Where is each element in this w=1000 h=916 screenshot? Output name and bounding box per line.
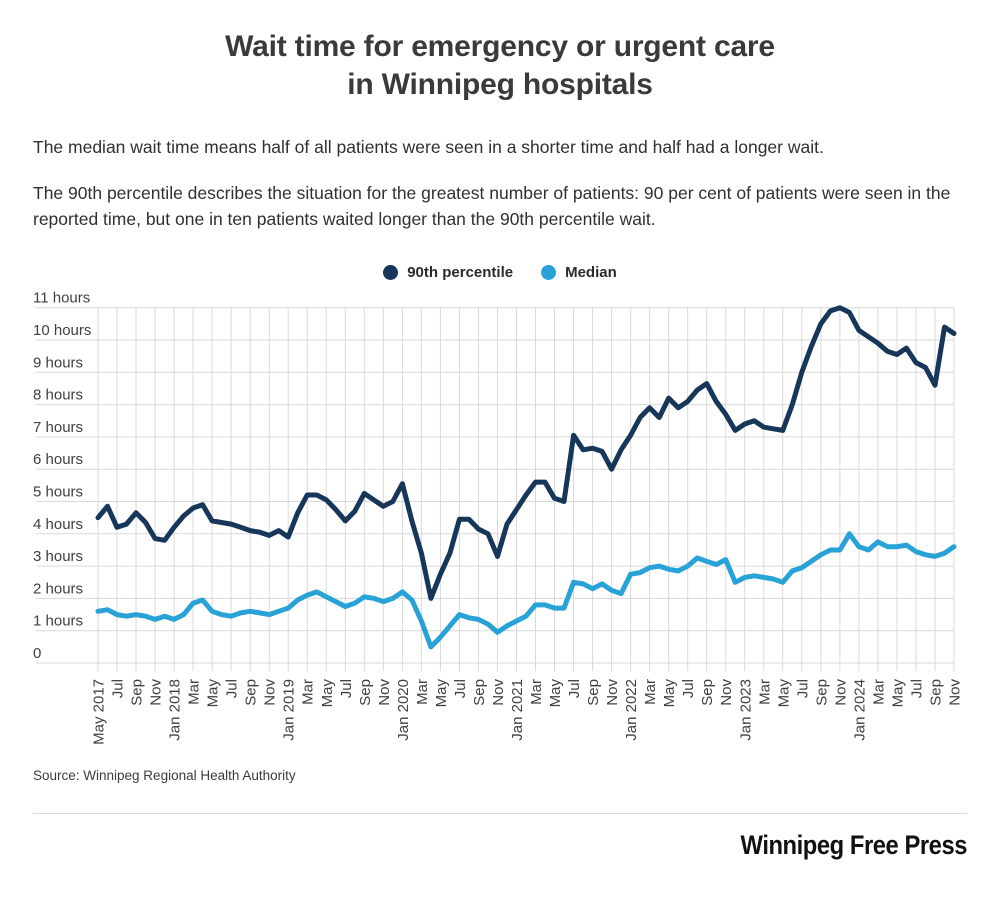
x-axis-label: Jul <box>224 679 241 698</box>
x-axis-label: May <box>433 679 450 708</box>
x-axis-label: Nov <box>148 679 165 706</box>
y-axis-label: 9 hours <box>33 354 83 371</box>
x-axis-label: Jan 2020 <box>395 679 412 741</box>
page-title: Wait time for emergency or urgent care i… <box>0 28 1000 104</box>
y-axis-label: 8 hours <box>33 387 83 404</box>
y-axis-label: 1 hours <box>33 613 83 630</box>
x-axis-label: Mar <box>186 679 203 705</box>
x-axis-label: May <box>775 679 792 708</box>
x-axis-label: Jan 2023 <box>737 679 754 741</box>
x-axis-label: Sep <box>927 679 944 706</box>
y-axis-label: 11 hours <box>33 290 90 307</box>
intro-paragraph-90th: The 90th percentile describes the situat… <box>33 183 951 229</box>
x-axis-label: Mar <box>300 679 317 705</box>
legend-dot-90th-percentile <box>383 264 399 280</box>
x-axis-label: May <box>547 679 564 708</box>
x-axis-label: Sep <box>585 679 602 706</box>
source-note: Source: Winnipeg Regional Health Authori… <box>33 768 296 783</box>
chart-canvas: 11 hours 10 hours 9 hours 8 hours 7 hours 6 h… <box>33 290 964 745</box>
legend-item-median: Median <box>541 264 617 281</box>
x-axis-label: Mar <box>642 679 659 705</box>
y-axis-label: 10 hours <box>33 322 91 339</box>
y-axis-label: 6 hours <box>33 451 83 468</box>
x-axis-label: May <box>661 679 678 708</box>
legend-item-90th-percentile: 90th percentile <box>383 264 513 281</box>
x-axis-label: Mar <box>528 679 545 705</box>
y-axis-label: 7 hours <box>33 419 83 436</box>
x-axis-label: Nov <box>490 679 507 706</box>
x-axis-label: Mar <box>414 679 431 705</box>
x-axis-label: May <box>205 679 222 708</box>
intro-paragraph-median: The median wait time means half of all p… <box>33 137 824 157</box>
y-axis-label: 3 hours <box>33 548 83 565</box>
x-axis-label: May <box>319 679 336 708</box>
page-title-line1: Wait time for emergency or urgent care <box>225 30 775 63</box>
y-axis-label: 0 <box>33 645 41 662</box>
x-axis-label: Mar <box>756 679 773 705</box>
x-axis-label: Jan 2024 <box>851 679 868 741</box>
x-axis-label: Nov <box>947 679 964 706</box>
x-axis-label: Jul <box>566 679 583 698</box>
x-axis-label: Nov <box>604 679 621 706</box>
x-axis-label: May <box>889 679 906 708</box>
x-axis-label: Nov <box>262 679 279 706</box>
x-axis-label: Jan 2021 <box>509 679 526 741</box>
x-axis-label: Jul <box>110 679 127 698</box>
x-axis-label: May 2017 <box>91 679 108 745</box>
x-axis-label: Mar <box>870 679 887 705</box>
wait-time-line-chart: 11 hours 10 hours 9 hours 8 hours 7 hours 6 h… <box>0 286 1000 756</box>
page: Wait time for emergency or urgent care i… <box>0 28 1000 861</box>
x-axis-label: Sep <box>699 679 716 706</box>
x-axis-label: Sep <box>243 679 260 706</box>
publisher-logo: Winnipeg Free Press <box>740 830 968 860</box>
series-line-median <box>95 531 957 650</box>
x-axis-label: Jul <box>680 679 697 698</box>
intro-block: The median wait time means half of all p… <box>33 134 967 232</box>
x-axis-label: Jan 2019 <box>281 679 298 741</box>
page-title-line2: in Winnipeg hospitals <box>347 68 653 101</box>
legend-label-90th-percentile: 90th percentile <box>407 263 514 281</box>
chart-legend: 90th percentile Median <box>0 262 1000 282</box>
legend-label-median: Median <box>565 263 617 281</box>
x-axis-label: Sep <box>471 679 488 706</box>
x-axis-label: Jan 2018 <box>167 679 184 741</box>
x-axis-label: Jan 2022 <box>623 679 640 741</box>
x-axis-label: Sep <box>813 679 830 706</box>
x-axis-label: Nov <box>376 679 393 706</box>
legend-dot-median <box>541 264 557 280</box>
y-axis-label: 4 hours <box>33 516 83 533</box>
x-axis-label: Sep <box>129 679 146 706</box>
y-axis-label: 2 hours <box>33 580 83 597</box>
footer-divider <box>33 813 967 814</box>
x-axis-label: Nov <box>832 679 849 706</box>
x-axis-label: Nov <box>718 679 735 706</box>
x-axis-label: Jul <box>908 679 925 698</box>
y-axis-label: 5 hours <box>33 484 83 501</box>
x-axis-label: Jul <box>794 679 811 698</box>
x-axis-label: Jul <box>338 679 355 698</box>
series-line-90th-percentile <box>95 305 957 601</box>
x-axis-label: Sep <box>357 679 374 706</box>
x-axis-label: Jul <box>452 679 469 698</box>
